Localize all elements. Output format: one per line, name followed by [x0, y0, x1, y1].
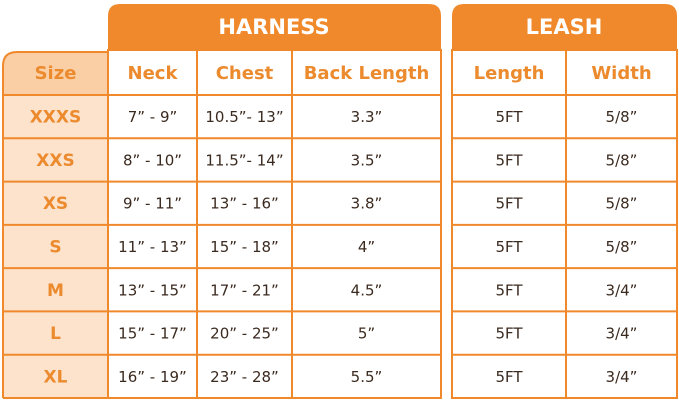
size-label: XL: [44, 367, 68, 387]
cell-text: 5FT: [495, 108, 523, 126]
cell-text: 3.3”: [351, 108, 383, 126]
cell-text: 5FT: [495, 281, 523, 299]
column-header: Back Length: [304, 63, 430, 84]
cell-text: 5FT: [495, 368, 523, 386]
cell-text: 13” - 16”: [210, 195, 279, 213]
cell-text: 5FT: [495, 151, 523, 169]
cell-text: 7” - 9”: [128, 108, 178, 126]
column-header: Length: [474, 63, 545, 84]
size-header-bg: [3, 52, 108, 95]
grid: [2, 49, 678, 399]
cell-text: 5”: [358, 325, 375, 343]
size-label: XXS: [36, 151, 74, 171]
size-label: XXXS: [30, 108, 82, 128]
size-label: XS: [43, 194, 68, 214]
cell-text: 13” - 15”: [118, 281, 187, 299]
column-header: Width: [591, 63, 651, 84]
cell-text: 5/8”: [606, 238, 638, 256]
column-header: Chest: [216, 63, 274, 84]
column-header: Size: [35, 63, 77, 84]
harness-title: HARNESS: [218, 15, 329, 39]
size-label: M: [47, 281, 64, 301]
leash-header: [452, 4, 677, 50]
border: [2, 51, 108, 398]
cell-text: 5/8”: [606, 108, 638, 126]
cell-text: 17” - 21”: [210, 281, 279, 299]
cell-text: 15” - 18”: [210, 238, 279, 256]
cell-text: 8” - 10”: [123, 151, 182, 169]
cell-text: 15” - 17”: [118, 325, 187, 343]
harness-header: [108, 4, 441, 50]
cell-text: 4.5”: [351, 281, 383, 299]
cell-text: 3.5”: [351, 151, 383, 169]
cell-text: 5/8”: [606, 195, 638, 213]
cell-text: 11.5”- 14”: [205, 151, 283, 169]
cell-text: 3.8”: [351, 195, 383, 213]
cell-text: 3/4”: [606, 281, 638, 299]
size-label: L: [50, 324, 61, 344]
cell-text: 5.5”: [351, 368, 383, 386]
cell-text: 23” - 28”: [210, 368, 279, 386]
cell-text: 16” - 19”: [118, 368, 187, 386]
cell-text: 10.5”- 13”: [205, 108, 283, 126]
column-header: Neck: [128, 63, 179, 84]
cell-text: 5FT: [495, 325, 523, 343]
leash-title: LEASH: [526, 15, 603, 39]
size-label: S: [49, 238, 61, 258]
cell-text: 3/4”: [606, 368, 638, 386]
cell-text: 20” - 25”: [210, 325, 279, 343]
cell-text: 3/4”: [606, 325, 638, 343]
cell-text: 11” - 13”: [118, 238, 187, 256]
cell-text: 9” - 11”: [123, 195, 182, 213]
cell-text: 5/8”: [606, 151, 638, 169]
cell-text: 4”: [358, 238, 375, 256]
cell-text: 5FT: [495, 238, 523, 256]
cell-text: 5FT: [495, 195, 523, 213]
